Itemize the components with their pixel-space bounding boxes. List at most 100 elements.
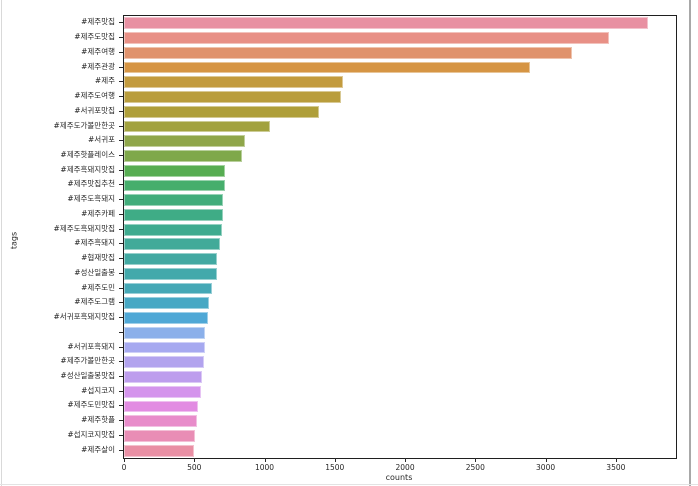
- x-tick-mark: [264, 458, 266, 462]
- bar: [124, 223, 222, 236]
- y-tick-label: #서귀포: [88, 135, 115, 145]
- y-tick-mark: [119, 375, 123, 377]
- bar: [124, 61, 531, 74]
- x-tick-label: 3500: [606, 463, 626, 472]
- x-tick-mark: [475, 458, 477, 462]
- y-tick-label: #제주도민: [81, 282, 115, 292]
- x-tick-label: 2500: [465, 463, 485, 472]
- bar: [124, 341, 205, 354]
- y-tick-label: #서귀포흑돼지맛집: [53, 312, 115, 322]
- x-axis-title: counts: [385, 473, 413, 482]
- bar: [124, 400, 199, 413]
- y-tick-mark: [119, 228, 123, 230]
- y-tick-mark: [119, 125, 123, 127]
- y-tick-mark: [119, 110, 123, 112]
- y-tick-mark: [119, 346, 123, 348]
- bar: [124, 76, 343, 89]
- x-tick-mark: [194, 458, 196, 462]
- y-tick-mark: [119, 66, 123, 68]
- x-tick-mark: [124, 458, 125, 462]
- y-tick-mark: [119, 420, 123, 422]
- x-tick-label: 2000: [395, 463, 415, 472]
- bar: [124, 105, 319, 118]
- y-tick-label: #섭지코지: [81, 385, 115, 395]
- bar: [124, 120, 271, 133]
- bar: [124, 267, 217, 280]
- y-tick-label: #서귀포흑돼지: [67, 341, 115, 351]
- y-tick-label: #서귀포맛집: [74, 105, 115, 115]
- y-tick-mark: [119, 405, 123, 407]
- y-tick-mark: [119, 390, 123, 392]
- y-tick-label: #제주여행: [81, 46, 115, 56]
- y-tick-label: #제주관광: [81, 61, 115, 71]
- x-tick-mark: [334, 458, 336, 462]
- y-tick-label: #제주맛집: [81, 17, 115, 27]
- y-tick-label: #제주맛집추천: [67, 179, 115, 189]
- bar: [124, 430, 196, 442]
- y-tick-mark: [119, 317, 123, 319]
- bar: [124, 282, 212, 295]
- y-tick-mark: [119, 243, 123, 245]
- y-tick-label: #섭지코지맛집: [67, 429, 115, 439]
- plot-area: [123, 15, 677, 459]
- bar: [124, 415, 197, 428]
- y-tick-label: #성산일출봉맛집: [60, 370, 115, 380]
- bar: [124, 385, 201, 398]
- y-tick-label: #제주도맛집: [74, 32, 115, 42]
- bar: [124, 238, 220, 251]
- y-tick-label: #제주가볼만한곳: [60, 356, 115, 366]
- y-tick-mark: [119, 361, 123, 363]
- bar: [124, 253, 218, 265]
- y-tick-mark: [119, 258, 123, 260]
- y-tick-mark: [119, 184, 123, 186]
- bar: [124, 32, 609, 44]
- y-tick-mark: [119, 96, 123, 98]
- y-tick-mark: [119, 140, 123, 142]
- y-tick-label: #제주살이: [81, 444, 115, 454]
- window-edge-bottom: [0, 484, 698, 485]
- y-tick-mark: [119, 302, 123, 304]
- y-tick-mark: [119, 331, 123, 333]
- y-tick-label: #제주카페: [81, 208, 115, 218]
- bar: [124, 164, 226, 177]
- y-tick-mark: [119, 37, 123, 39]
- bar: [124, 135, 245, 148]
- bar: [124, 91, 342, 103]
- window-edge-right: [689, 0, 691, 486]
- y-tick-mark: [119, 22, 123, 24]
- y-tick-label: #성산일출봉: [74, 267, 115, 277]
- y-tick-label: #협재맛집: [81, 253, 115, 263]
- y-tick-mark: [119, 154, 123, 156]
- x-tick-label: 500: [187, 463, 202, 472]
- bar: [124, 326, 205, 339]
- y-tick-mark: [119, 199, 123, 201]
- bar: [124, 150, 243, 162]
- y-tick-mark: [119, 81, 123, 83]
- x-tick-mark: [545, 458, 547, 462]
- bar: [124, 194, 224, 207]
- y-tick-label: #제주도여행: [74, 91, 115, 101]
- bar: [124, 356, 205, 369]
- window-edge-left: [1, 0, 2, 486]
- bar: [124, 179, 225, 192]
- bar: [124, 17, 649, 30]
- x-tick-mark: [405, 458, 407, 462]
- bar: [124, 297, 209, 310]
- bar: [124, 371, 202, 383]
- y-tick-label: #제주도흑돼지: [67, 194, 115, 204]
- y-tick-mark: [119, 213, 123, 215]
- x-tick-label: 0: [121, 463, 127, 472]
- y-tick-mark: [119, 272, 123, 274]
- y-tick-label: #제주도가볼만한곳: [53, 120, 115, 130]
- y-tick-mark: [119, 434, 123, 436]
- x-tick-label: 1000: [254, 463, 275, 472]
- y-tick-label: #제주흑돼지: [74, 238, 115, 248]
- y-tick-mark: [119, 51, 123, 53]
- y-tick-label: #제주도흑돼지맛집: [53, 223, 115, 233]
- x-tick-label: 1500: [325, 463, 345, 472]
- y-tick-label: #제주흑돼지맛집: [60, 164, 115, 174]
- y-tick-label: #제주: [94, 76, 115, 86]
- y-tick-mark: [119, 449, 123, 451]
- y-tick-label: #제주도그램: [74, 297, 115, 307]
